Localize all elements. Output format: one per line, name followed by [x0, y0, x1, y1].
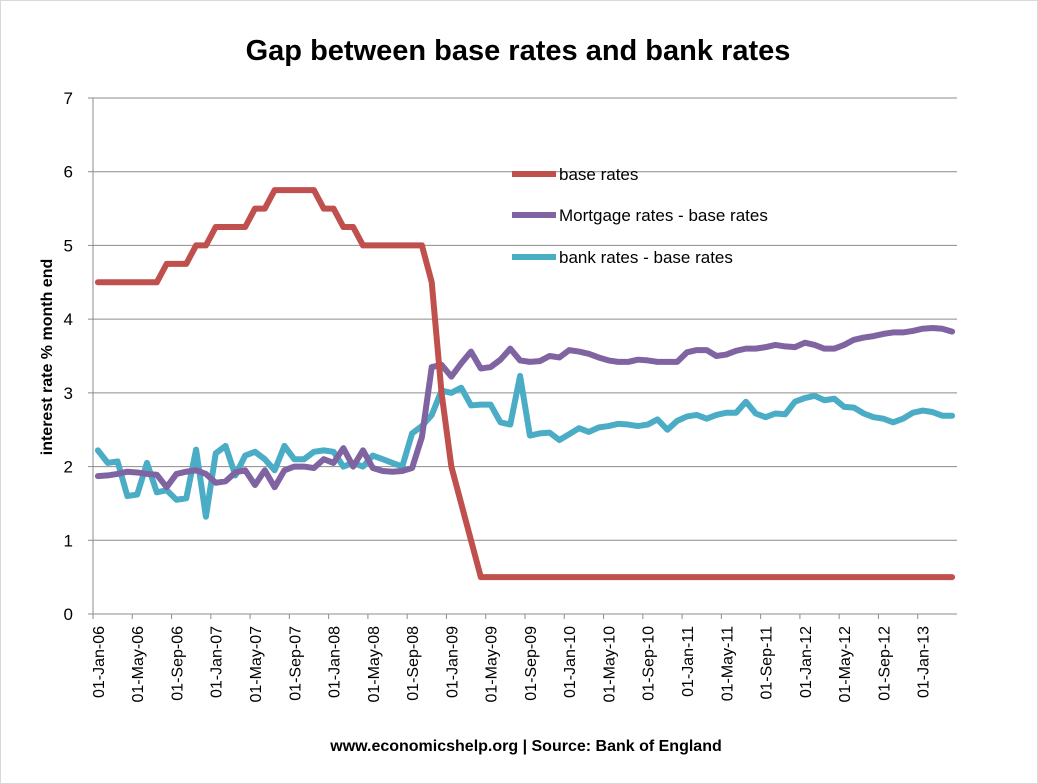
series-lines [94, 187, 956, 581]
x-tick-label: 01-Sep-12 [876, 626, 893, 701]
x-tick-label: 01-May-10 [601, 626, 618, 703]
x-tick-label: 01-May-11 [719, 626, 736, 701]
legend-label: base rates [559, 165, 638, 184]
gridlines [93, 97, 957, 541]
x-tick-label: 01-Sep-06 [169, 626, 186, 701]
series-line-mortgage-rates-base-rates [94, 324, 956, 491]
x-tick-label: 01-May-07 [248, 626, 265, 703]
legend-label: Mortgage rates - base rates [559, 206, 768, 225]
legend: base rates Mortgage rates - base rates ban… [512, 165, 768, 267]
x-tick-label: 01-May-08 [366, 626, 383, 703]
x-tick-labels: 01-Jan-06 01-May-06 01-Sep-06 01-Jan-07 01-M… [91, 626, 933, 703]
y-tick-label: 5 [64, 236, 73, 255]
legend-label: bank rates - base rates [559, 248, 733, 267]
x-tick-label: 01-May-06 [130, 626, 147, 703]
x-tick-label: 01-Jan-11 [680, 626, 697, 697]
x-tick-label: 01-Sep-07 [287, 626, 304, 701]
x-tick-label: 01-Jan-09 [444, 626, 461, 698]
x-tick-label: 01-Jan-10 [562, 626, 579, 698]
y-tick-label: 3 [64, 384, 73, 403]
x-tick-label: 01-Jan-07 [209, 626, 226, 698]
x-tick-label: 01-Jan-08 [327, 626, 344, 698]
x-tick-label: 01-Sep-08 [405, 626, 422, 701]
x-tick-label: 01-Sep-10 [641, 626, 658, 701]
chart-title: Gap between base rates and bank rates [246, 35, 791, 67]
y-tick-label: 0 [64, 605, 73, 624]
series-line-base-rates [94, 187, 956, 581]
y-tick-label: 2 [64, 458, 73, 477]
y-axis-label: interest rate % month end [39, 259, 56, 455]
y-tick-label: 1 [64, 531, 73, 550]
x-tick-label: 01-May-12 [837, 626, 854, 703]
x-tick-label: 01-Sep-09 [523, 626, 540, 701]
x-tick-label: 01-May-09 [484, 626, 501, 703]
x-tick-label: 01-Jan-06 [91, 626, 108, 698]
series-line-bank-rates-base-rates [94, 372, 956, 520]
chart-footer: www.economicshelp.org | Source: Bank of … [329, 738, 722, 755]
x-tick-label: 01-Sep-11 [759, 626, 776, 700]
y-tick-label: 7 [64, 89, 73, 108]
y-tick-label: 6 [64, 163, 73, 182]
axes [88, 97, 957, 619]
y-tick-labels: 0 1 2 3 4 5 6 7 [64, 89, 73, 624]
y-tick-label: 4 [64, 310, 73, 329]
x-tick-label: 01-Jan-13 [916, 626, 933, 698]
x-tick-label: 01-Jan-12 [798, 626, 815, 698]
